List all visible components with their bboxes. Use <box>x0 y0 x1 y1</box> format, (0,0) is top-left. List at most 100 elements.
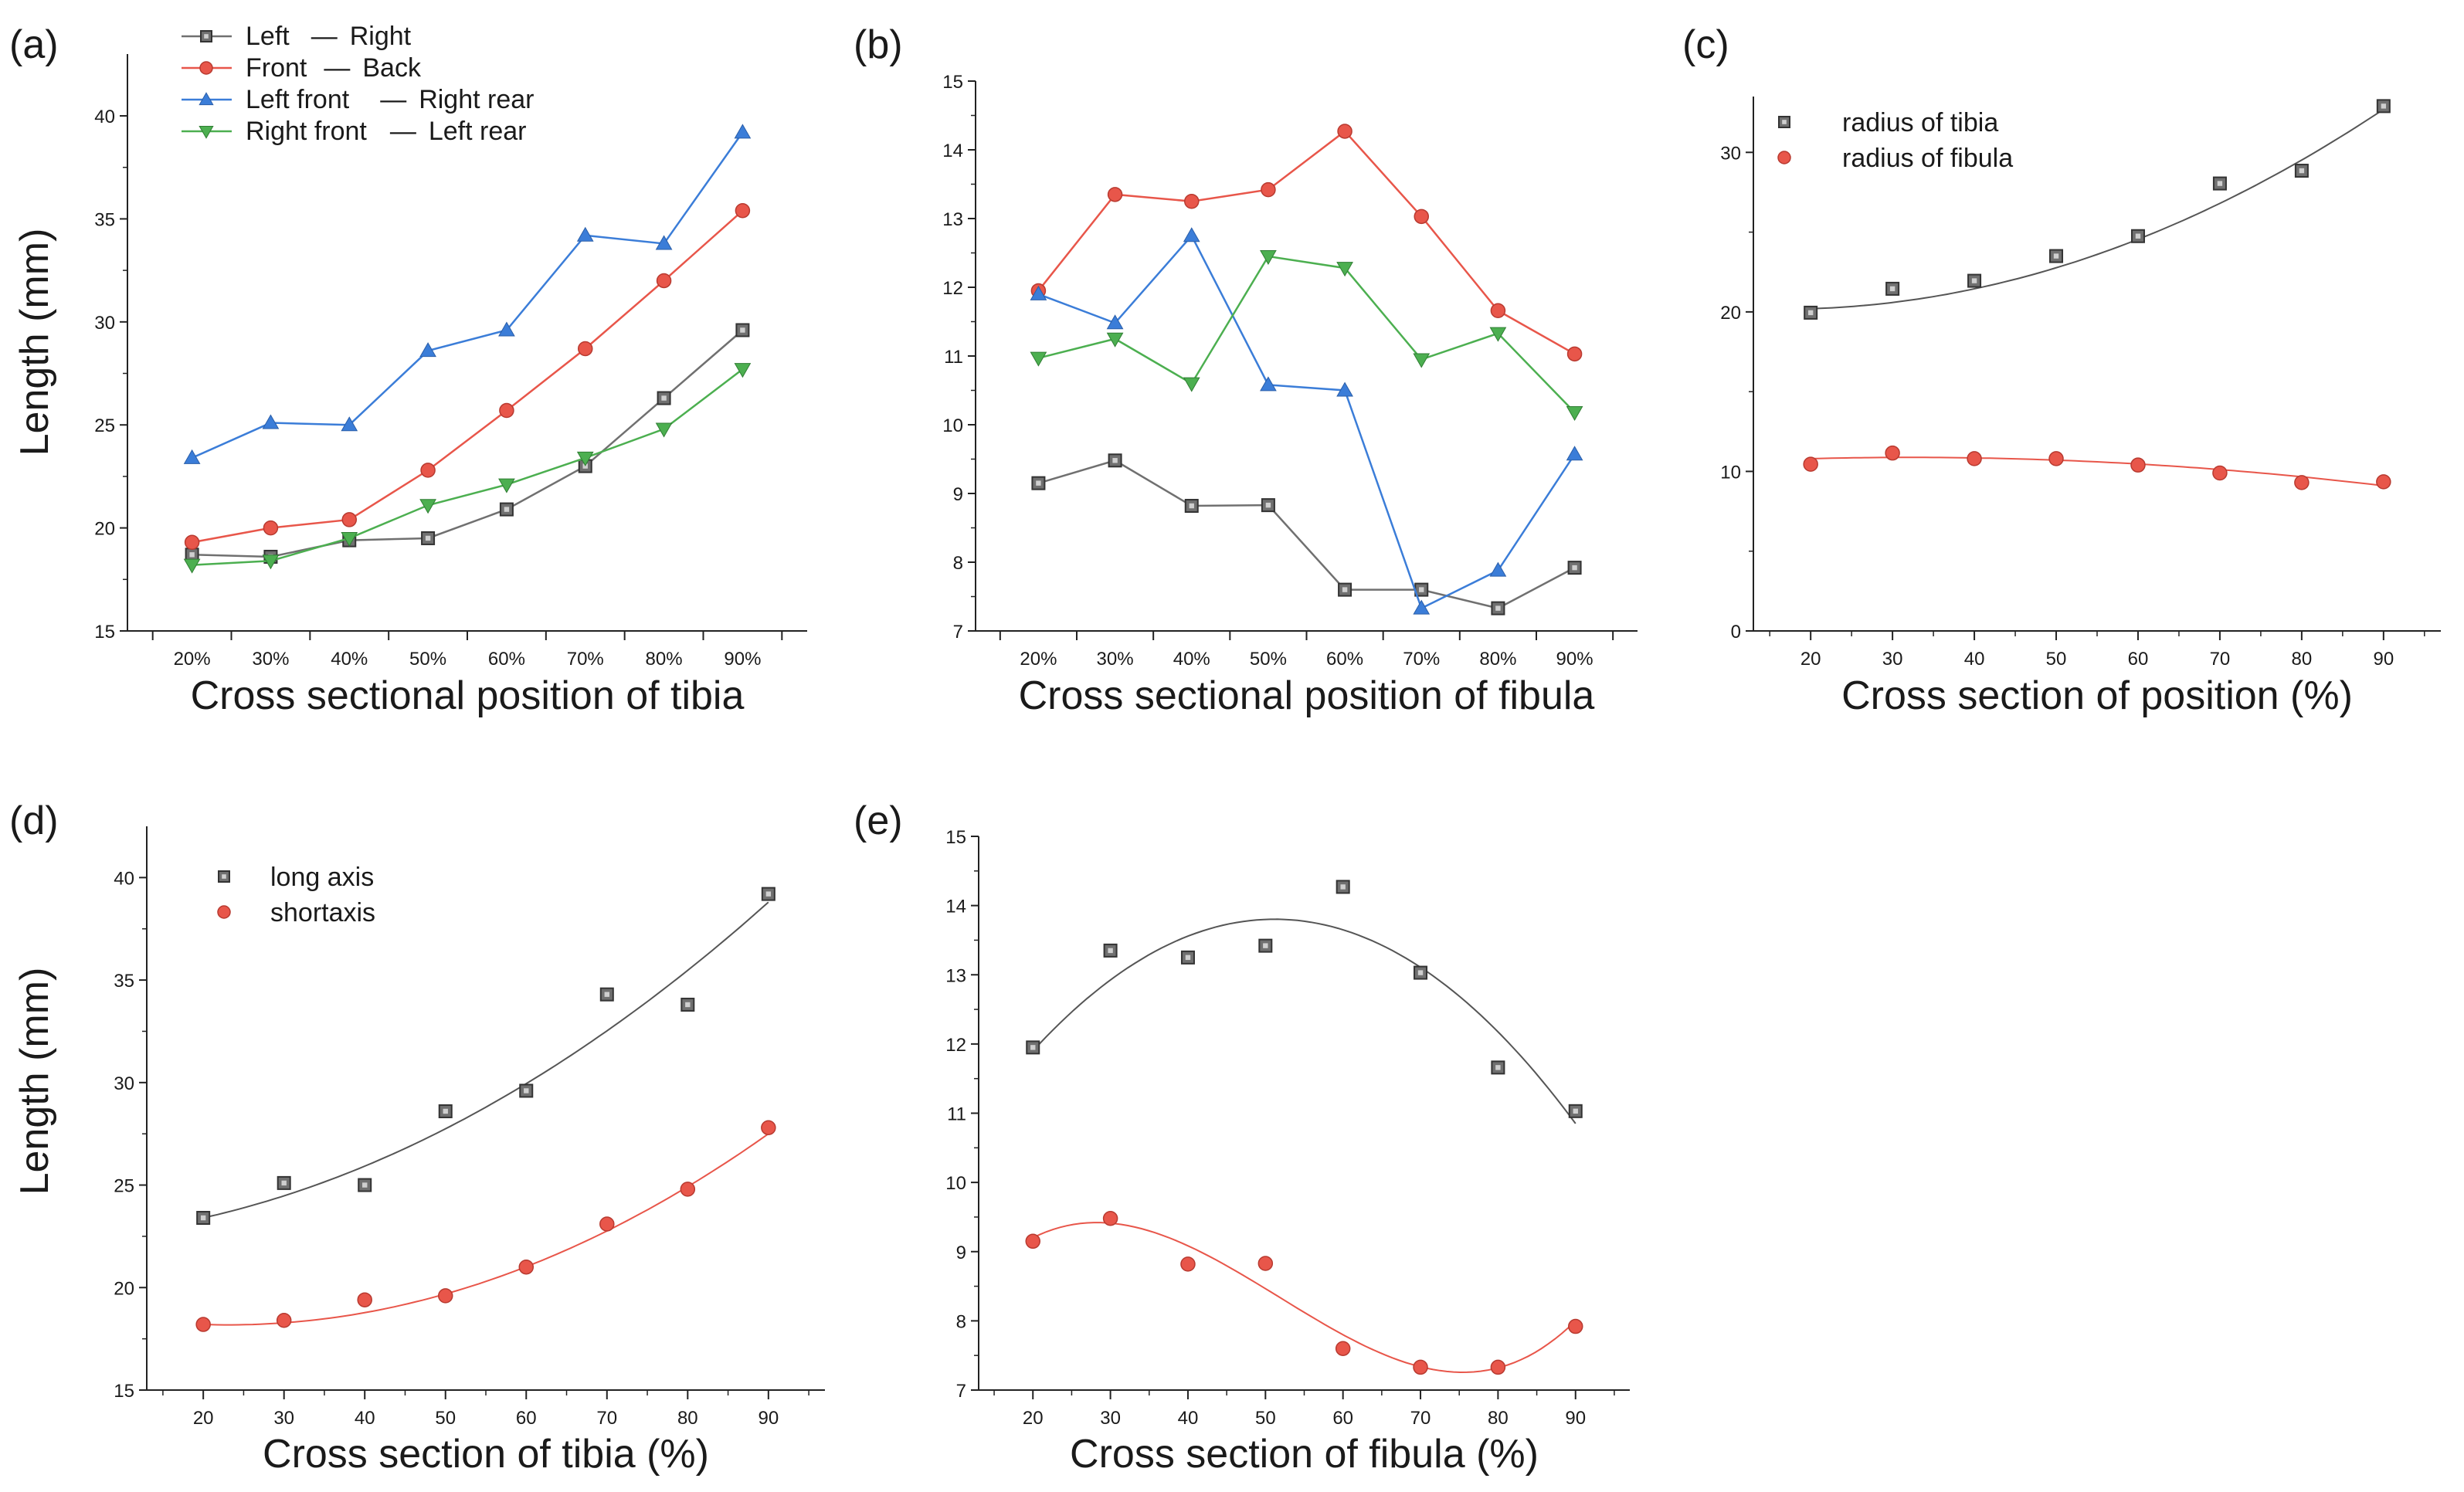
series-line <box>192 131 744 459</box>
series-0 <box>1804 99 2391 320</box>
data-point-inner <box>765 891 772 897</box>
data-point-inner <box>504 507 510 512</box>
x-tick-label: 40% <box>1173 649 1210 670</box>
data-point <box>1489 561 1507 577</box>
x-tick-label: 50 <box>435 1408 456 1429</box>
legend-label: long axis <box>270 863 374 892</box>
legend-label-a: Left <box>246 22 290 51</box>
data-point <box>341 531 358 547</box>
data-point <box>734 363 752 378</box>
x-tick-label: 60 <box>516 1408 537 1429</box>
data-point <box>1566 346 1583 362</box>
fit-curve <box>1811 456 2384 487</box>
data-point <box>263 520 279 536</box>
data-point <box>1030 285 1047 300</box>
data-point-inner <box>740 327 745 333</box>
data-point <box>1566 446 1583 461</box>
data-point-inner <box>685 1002 691 1008</box>
data-point <box>734 124 752 139</box>
series-1 <box>184 203 751 551</box>
y-tick-label: 0 <box>1731 622 1741 643</box>
data-point <box>419 499 436 514</box>
x-tick-label: 50% <box>1250 649 1287 670</box>
y-tick-label: 7 <box>956 1381 966 1402</box>
data-point-inner <box>1108 948 1113 954</box>
series-3 <box>1030 249 1583 421</box>
data-point <box>1030 351 1047 367</box>
x-tick-label: 30 <box>1882 649 1903 670</box>
data-point <box>655 235 673 250</box>
x-tick-label: 60 <box>1332 1408 1353 1429</box>
y-tick-label: 15 <box>942 72 963 93</box>
data-point <box>276 1312 292 1328</box>
data-point <box>199 61 213 75</box>
data-point <box>761 1120 776 1135</box>
data-point <box>576 451 594 466</box>
data-point <box>2130 457 2146 473</box>
series-3 <box>183 363 752 574</box>
y-tick-label: 15 <box>94 622 115 643</box>
data-point-inner <box>2299 168 2305 174</box>
x-tick-label: 80% <box>646 649 683 670</box>
series-2 <box>1030 227 1583 615</box>
data-point-inner <box>2217 181 2223 186</box>
x-axis-title: Cross sectional position of fibula <box>1019 673 1595 718</box>
x-axis-title: Cross sectional position of tibia <box>191 673 745 718</box>
data-point-inner <box>524 1088 529 1094</box>
x-tick-label: 20% <box>174 649 211 670</box>
x-tick-label: 80% <box>1479 649 1516 670</box>
fit-curve <box>1032 1222 1576 1374</box>
data-point <box>2212 465 2228 481</box>
data-point-inner <box>1889 286 1896 292</box>
data-point <box>262 414 280 429</box>
series-1 <box>1030 124 1583 362</box>
data-point-inner <box>1971 278 1977 283</box>
data-point-inner <box>2381 103 2387 109</box>
data-point-inner <box>1189 503 1194 509</box>
data-point <box>217 905 231 919</box>
data-point <box>1885 445 1900 461</box>
y-tick-label: 40 <box>94 107 115 127</box>
data-point-inner <box>1419 587 1424 592</box>
y-tick-label: 15 <box>945 827 966 848</box>
data-point <box>1107 187 1123 202</box>
x-tick-label: 30% <box>1097 649 1134 670</box>
fit-curve <box>1032 918 1576 1124</box>
y-tick-label: 30 <box>114 1073 134 1094</box>
data-point <box>1337 124 1352 139</box>
data-point-inner <box>604 992 609 997</box>
fit-curve <box>1811 108 2384 310</box>
data-point <box>498 321 515 337</box>
y-tick-label: 10 <box>942 415 963 436</box>
data-point <box>341 512 358 527</box>
legend-label: shortaxis <box>270 898 375 927</box>
data-point-inner <box>189 552 195 558</box>
series-1 <box>1025 1210 1583 1375</box>
y-axis-title: Length (mm) <box>12 229 57 456</box>
x-tick-label: 40 <box>1178 1408 1199 1429</box>
data-point <box>1335 1341 1351 1356</box>
data-point <box>1183 227 1200 242</box>
y-tick-label: 10 <box>945 1173 966 1194</box>
data-point-inner <box>1417 970 1424 975</box>
x-tick-label: 20 <box>193 1408 214 1429</box>
legend-label: Left — Right <box>246 22 412 51</box>
legend-label-b: Left rear <box>429 117 527 146</box>
x-tick-label: 60% <box>1326 649 1363 670</box>
data-point <box>1568 1318 1583 1334</box>
x-tick-label: 50 <box>2046 649 2067 670</box>
data-point-inner <box>1036 480 1041 486</box>
data-point-inner <box>1342 587 1348 592</box>
series-line <box>1038 459 1576 609</box>
data-point <box>262 554 280 570</box>
x-tick-label: 70 <box>2210 649 2231 670</box>
y-tick-label: 15 <box>114 1381 134 1402</box>
x-tick-label: 30 <box>273 1408 294 1429</box>
y-tick-label: 12 <box>942 278 963 299</box>
series-line <box>192 209 744 544</box>
x-axis-title: Cross section of position (%) <box>1841 673 2353 718</box>
data-point <box>1777 151 1791 164</box>
data-point <box>656 273 672 289</box>
series-1 <box>1803 445 2391 490</box>
